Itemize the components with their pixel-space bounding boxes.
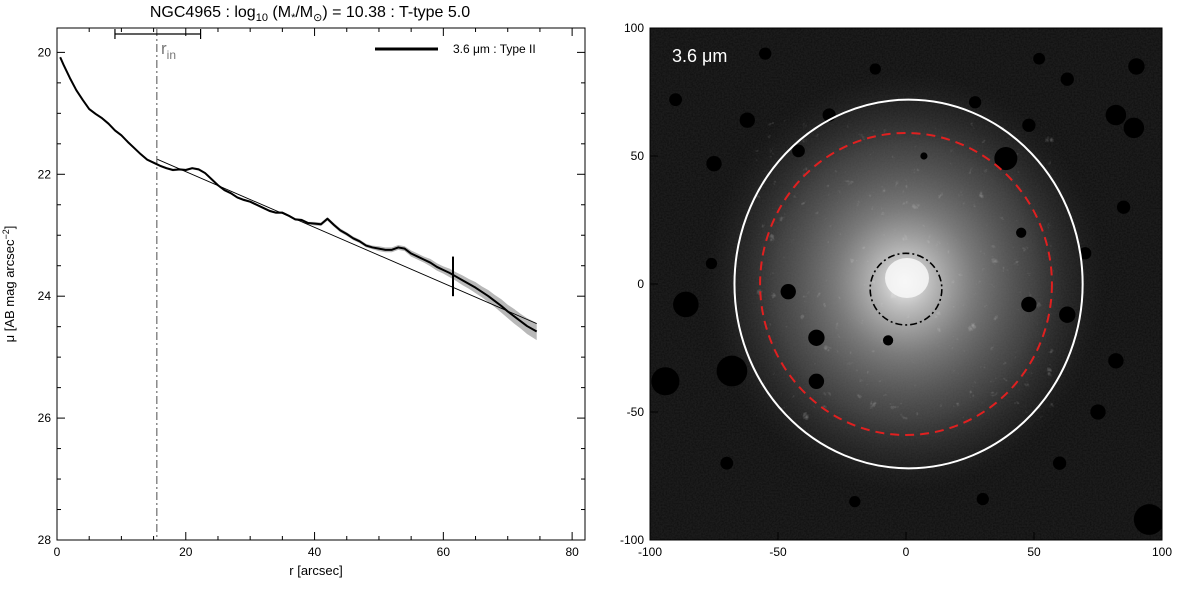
figure-title: NGC4965 : log10 (M*/M⊙) = 10.38 : T-type… <box>150 4 470 24</box>
image-x-tick-label: -100 <box>638 545 662 559</box>
masked-source <box>1128 58 1145 75</box>
masked-source <box>1059 306 1076 323</box>
masked-source <box>976 492 989 506</box>
profile-plot: 0 20 40 60 80 20 22 24 26 28 3.6 μm : Type II ri… <box>1 27 586 578</box>
profile-plot-frame <box>56 27 586 541</box>
masked-source <box>1090 404 1106 420</box>
masked-source <box>849 495 861 508</box>
y-label-suffix: ] <box>2 226 17 230</box>
break-ellipse <box>759 131 1053 437</box>
y-label-sup: −2 <box>1 229 11 239</box>
masked-source <box>1133 504 1162 535</box>
title-suffix: ) = 10.38 : T-type 5.0 <box>322 4 470 21</box>
masked-source <box>808 329 825 346</box>
galaxy-core <box>885 258 929 298</box>
inner-ellipse <box>869 252 943 326</box>
profile-legend: 3.6 μm : Type II <box>375 42 536 56</box>
masked-source <box>968 96 982 109</box>
masked-source <box>1016 227 1027 238</box>
masked-source <box>994 147 1018 171</box>
masked-source <box>1060 72 1074 86</box>
image-x-tick-label: 50 <box>1027 545 1041 559</box>
masked-source <box>1052 456 1067 470</box>
r-in-label: rin <box>161 39 176 62</box>
masked-source <box>1105 104 1127 126</box>
title-sub: 10 <box>256 12 268 24</box>
masked-source <box>1021 296 1037 313</box>
masked-source <box>1123 117 1145 139</box>
masked-source <box>720 456 734 470</box>
y-tick-label: 20 <box>38 45 52 59</box>
masked-source <box>759 47 772 60</box>
image-y-tick-label: -100 <box>620 533 644 547</box>
legend-label: 3.6 μm : Type II <box>453 42 536 56</box>
y-tick-label: 24 <box>38 289 52 303</box>
title-slash: /M <box>295 4 313 21</box>
galaxy-image <box>650 28 1162 540</box>
profile-x-ticks: 0 20 40 60 80 <box>54 28 579 559</box>
masked-source <box>706 156 722 172</box>
y-tick-label: 22 <box>38 167 52 181</box>
isophote-ellipses <box>733 98 1084 470</box>
image-x-tick-label: 100 <box>1152 545 1172 559</box>
y-label-prefix: μ [AB mag arcsec <box>2 239 17 342</box>
masked-source <box>705 257 718 270</box>
image-x-tick-label: 0 <box>903 545 910 559</box>
image-y-tick-label: 50 <box>631 149 645 163</box>
x-tick-label: 0 <box>54 545 61 559</box>
masked-source <box>1116 200 1131 214</box>
outer-ellipse <box>733 98 1084 470</box>
image-x-ticks: -100 -50 0 50 100 <box>638 532 1172 559</box>
r-in-label-main: r <box>161 39 167 58</box>
masked-source <box>716 355 748 387</box>
r-in-label-sub: in <box>167 48 176 62</box>
title-prefix: NGC4965 : log <box>150 4 256 21</box>
masked-source <box>1033 52 1046 65</box>
image-y-tick-label: 0 <box>637 277 644 291</box>
profile-series-line <box>59 56 538 333</box>
masked-source <box>792 144 805 158</box>
masked-source <box>1022 118 1036 132</box>
masked-source <box>673 291 699 318</box>
profile-series-group <box>59 56 538 333</box>
x-tick-label: 40 <box>308 545 322 559</box>
masked-sources <box>651 47 1162 535</box>
title-mid: (M <box>268 4 291 21</box>
masked-source <box>1079 247 1092 260</box>
y-tick-label: 28 <box>38 533 52 547</box>
masked-source <box>780 284 796 300</box>
profile-y-ticks: 20 22 24 26 28 <box>38 45 585 547</box>
profile-x-axis-label: r [arcsec] <box>289 563 342 578</box>
masked-source <box>869 63 881 75</box>
x-tick-label: 60 <box>437 545 451 559</box>
masked-source <box>739 112 755 128</box>
y-tick-label: 26 <box>38 411 52 425</box>
masked-source <box>1108 353 1124 369</box>
masked-source <box>920 152 928 160</box>
title-sun: ⊙ <box>313 12 322 24</box>
title-star: * <box>291 12 296 24</box>
masked-source <box>808 373 825 389</box>
image-y-tick-label: 100 <box>624 21 644 35</box>
r-in-marker-group <box>114 28 202 540</box>
masked-source <box>669 93 682 107</box>
image-y-tick-label: -50 <box>627 405 645 419</box>
masked-source <box>882 335 894 346</box>
image-y-ticks: -100 -50 0 50 100 <box>620 21 658 547</box>
masked-source <box>651 367 680 396</box>
profile-y-axis-label: μ [AB mag arcsec−2] <box>1 226 17 343</box>
x-tick-label: 20 <box>179 545 193 559</box>
x-tick-label: 80 <box>565 545 579 559</box>
image-band-label: 3.6 μm <box>672 46 727 66</box>
image-x-tick-label: -50 <box>769 545 787 559</box>
galaxy-image-panel: -100 -50 0 50 100 -100 -50 0 50 100 3.6 μm <box>620 21 1172 559</box>
